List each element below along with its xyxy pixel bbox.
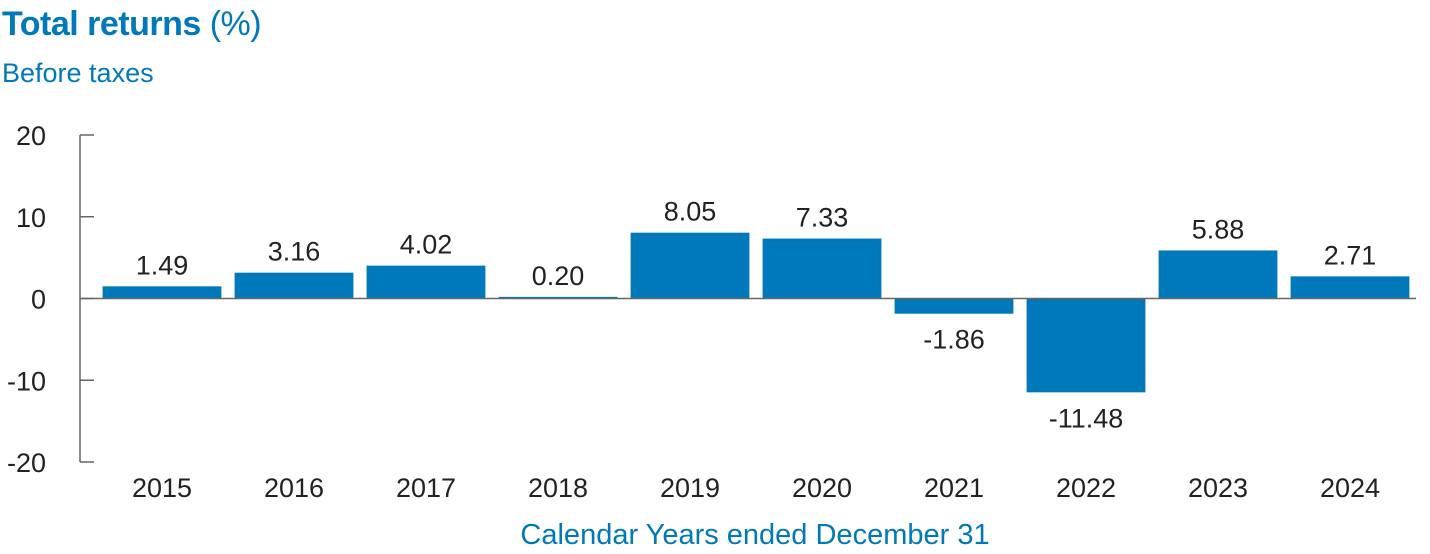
x-tick-label-2019: 2019 — [660, 473, 720, 503]
x-tick-label-2015: 2015 — [132, 473, 192, 503]
x-axis-title: Calendar Years ended December 31 — [520, 519, 989, 551]
data-label-2019: 8.05 — [664, 197, 717, 227]
x-tick-label-2020: 2020 — [792, 473, 852, 503]
x-tick-label-2017: 2017 — [396, 473, 456, 503]
x-axis-labels: 2015 2016 2017 2018 2019 2020 2021 2022 2023 2024 — [132, 473, 1380, 503]
data-label-2021: -1.86 — [923, 325, 985, 355]
data-label-2016: 3.16 — [268, 237, 321, 267]
data-label-2022: -11.48 — [1049, 403, 1124, 433]
chart-subtitle: Before taxes — [2, 58, 154, 88]
y-tick-label: 0 — [31, 285, 46, 315]
bar-2016 — [234, 272, 354, 299]
bar-2019 — [630, 232, 750, 299]
bars — [102, 232, 1410, 393]
x-tick-label-2022: 2022 — [1056, 473, 1116, 503]
bar-2024 — [1290, 276, 1410, 299]
chart-title-unit: (%) — [209, 5, 262, 43]
x-tick-label-2024: 2024 — [1320, 473, 1380, 503]
data-label-2017: 4.02 — [400, 230, 453, 260]
bar-2021 — [894, 298, 1014, 314]
bar-2020 — [762, 238, 882, 299]
bar-2023 — [1158, 250, 1278, 299]
y-tick-label: 20 — [16, 121, 46, 151]
bar-2018 — [498, 296, 618, 299]
y-tick-label: -20 — [7, 448, 46, 478]
data-labels: 1.49 3.16 4.02 0.20 8.05 7.33 -1.86 -11.48 5.88 2… — [136, 197, 1377, 434]
data-label-2023: 5.88 — [1192, 214, 1245, 244]
chart-title-text: Total returns — [2, 5, 201, 43]
bar-2017 — [366, 265, 486, 299]
data-label-2024: 2.71 — [1324, 240, 1377, 270]
y-axis: 20 10 0 -10 -20 — [7, 121, 94, 478]
data-label-2018: 0.20 — [532, 261, 585, 291]
y-tick-label: -10 — [7, 366, 46, 396]
bar-2022 — [1026, 298, 1146, 393]
x-tick-label-2023: 2023 — [1188, 473, 1248, 503]
data-label-2015: 1.49 — [136, 250, 189, 280]
data-label-2020: 7.33 — [796, 203, 849, 233]
x-tick-label-2018: 2018 — [528, 473, 588, 503]
chart-title: Total returns (%) — [2, 2, 262, 46]
y-tick-label: 10 — [16, 203, 46, 233]
x-tick-label-2016: 2016 — [264, 473, 324, 503]
bar-2015 — [102, 286, 222, 299]
x-tick-label-2021: 2021 — [924, 473, 984, 503]
